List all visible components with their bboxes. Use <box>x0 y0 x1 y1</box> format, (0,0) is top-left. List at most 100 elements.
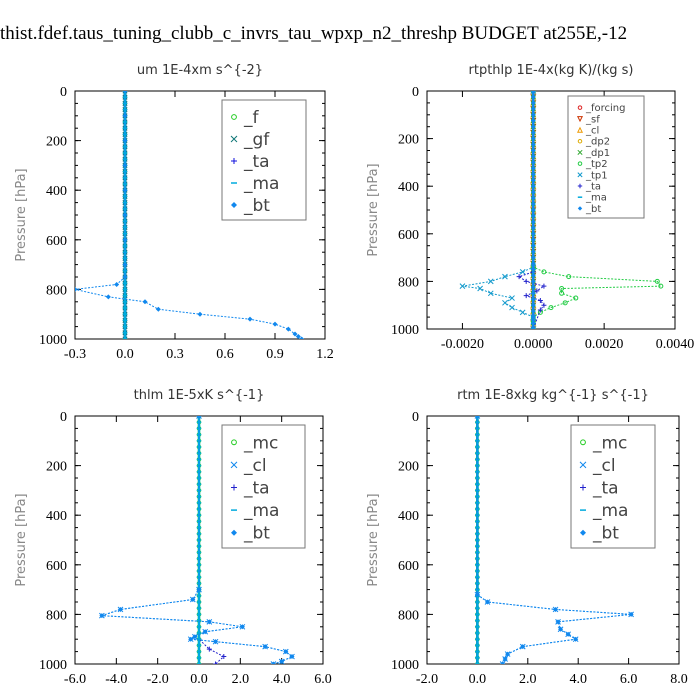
y-tick-label: 1000 <box>391 323 419 338</box>
marker-point <box>122 91 128 94</box>
y-tick-label: 0 <box>60 85 67 100</box>
marker-point <box>516 274 522 280</box>
y-tick-label: 1000 <box>391 658 419 673</box>
marker-point <box>299 336 305 339</box>
y-tick-label: 600 <box>398 228 419 243</box>
marker-point <box>531 112 536 117</box>
marker-point <box>230 461 238 469</box>
legend-entry: _bt <box>243 196 270 216</box>
legend-entry: _cl <box>585 126 599 137</box>
y-tick-label: 600 <box>46 559 67 574</box>
marker-point <box>196 416 202 419</box>
x-tick-label: 0.3 <box>166 347 184 362</box>
chart-panel-3: thlm 1E-5xK s^{-1} Pressure [hPa] 0 200 400 6… <box>14 388 332 687</box>
marker-point <box>555 619 561 625</box>
panel-title: rtpthlp 1E-4x(kg K)/(kg s) <box>469 63 634 78</box>
marker-point <box>531 124 536 129</box>
marker-point <box>502 273 508 280</box>
marker-point <box>577 149 583 155</box>
marker-point <box>531 237 536 242</box>
marker-point <box>75 286 78 292</box>
legend-entry: _tp2 <box>585 159 608 170</box>
series-group <box>474 416 634 664</box>
marker-point <box>531 279 536 284</box>
marker-point <box>122 91 128 94</box>
legend-entry: _cl <box>592 456 616 476</box>
y-tick-label: 200 <box>398 460 419 475</box>
series-group <box>459 91 664 329</box>
marker-point <box>573 636 579 642</box>
marker-point <box>531 142 536 147</box>
marker-point <box>122 187 128 193</box>
marker-point <box>142 299 148 305</box>
x-tick-label: 0.0 <box>190 672 208 687</box>
marker-point <box>541 283 547 289</box>
marker-point <box>553 606 559 612</box>
y-tick-label: 0 <box>412 85 419 100</box>
x-tick-label: -0.3 <box>64 347 86 362</box>
marker-point <box>558 626 564 632</box>
x-tick-label: -2.0 <box>147 672 169 687</box>
legend-entry: _bt <box>585 204 601 215</box>
marker-point <box>213 639 219 645</box>
legend-entry: _ta <box>592 478 619 498</box>
marker-point <box>530 91 537 94</box>
x-tick-label: 0.0000 <box>514 337 553 352</box>
legend-entry: _ta <box>243 152 270 172</box>
marker-point <box>196 416 202 419</box>
marker-point <box>196 587 202 593</box>
marker-point <box>531 285 536 290</box>
series-line-bt <box>101 416 293 664</box>
marker-point <box>270 661 277 664</box>
marker-point <box>520 644 526 650</box>
marker-point <box>519 269 526 275</box>
marker-point <box>531 195 536 201</box>
legend-entry: _mc <box>592 433 627 453</box>
marker-point <box>239 624 245 630</box>
y-tick-label: 400 <box>46 509 67 524</box>
marker-point <box>531 297 536 302</box>
marker-point <box>500 661 506 664</box>
chart-panel-1: um 1E-4xm s^{-2} Pressure [hPa] 0 200 400 600… <box>14 63 334 362</box>
marker-point <box>122 274 128 280</box>
marker-point <box>573 295 579 301</box>
marker-point <box>541 302 547 308</box>
y-axis-label: Pressure [hPa] <box>366 163 381 256</box>
marker-point <box>519 309 526 316</box>
marker-point <box>531 94 536 100</box>
legend-entry: _ma <box>243 501 279 521</box>
marker-point <box>289 654 295 660</box>
marker-point <box>295 334 301 339</box>
legend-entry: _mc <box>243 433 278 453</box>
marker-point <box>534 288 540 294</box>
x-tick-label: 1.2 <box>316 347 334 362</box>
x-tick-label: 0.0040 <box>656 337 695 352</box>
y-tick-label: 1000 <box>39 658 67 673</box>
marker-point <box>559 290 565 296</box>
legend: _mc _cl_ta _ma _bt <box>221 424 306 549</box>
marker-point <box>531 326 536 329</box>
marker-point <box>531 178 536 183</box>
y-tick-label: 800 <box>46 283 67 298</box>
marker-point <box>202 629 208 635</box>
marker-point <box>509 295 515 301</box>
marker-point <box>577 161 583 166</box>
y-axis-label: Pressure [hPa] <box>366 493 381 586</box>
marker-point <box>283 649 289 655</box>
panels-container: um 1E-4xm s^{-2} Pressure [hPa] 0 200 400 600… <box>14 63 694 687</box>
marker-point <box>577 206 583 211</box>
marker-point <box>502 299 508 306</box>
marker-point <box>562 300 568 306</box>
marker-point <box>531 130 536 135</box>
legend-entry: _forcing <box>585 103 626 114</box>
marker-point <box>531 255 536 260</box>
marker-point <box>531 219 536 225</box>
x-tick-label: -4.0 <box>105 672 127 687</box>
marker-point <box>580 529 586 536</box>
marker-point <box>221 654 227 660</box>
marker-point <box>658 283 664 289</box>
marker-point <box>262 644 268 650</box>
marker-point <box>531 160 536 165</box>
marker-point <box>509 304 515 311</box>
marker-point <box>99 613 105 619</box>
